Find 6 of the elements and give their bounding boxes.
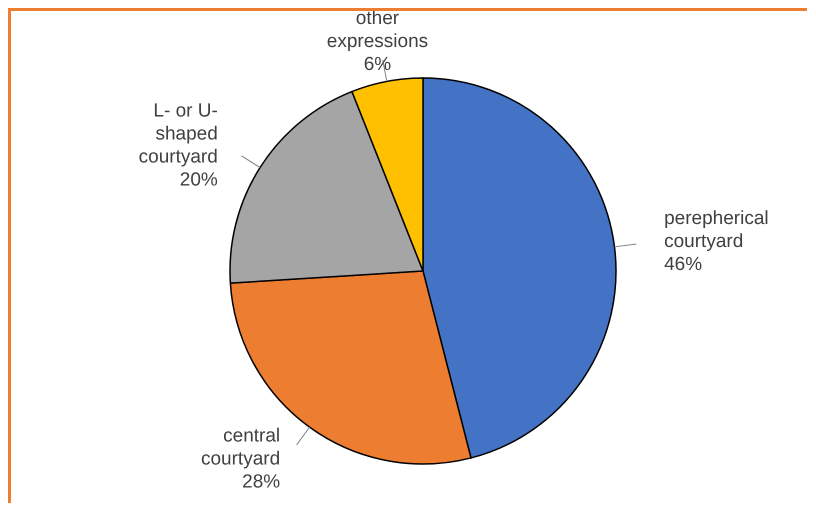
data-label: 20% <box>180 170 218 191</box>
data-label: 46% <box>664 254 702 275</box>
slice-label: L- or U- shaped courtyard <box>138 100 218 168</box>
slice-label: central courtyard <box>200 426 280 470</box>
data-label: 28% <box>242 472 280 493</box>
slice-label: perepherical courtyard <box>664 208 769 252</box>
